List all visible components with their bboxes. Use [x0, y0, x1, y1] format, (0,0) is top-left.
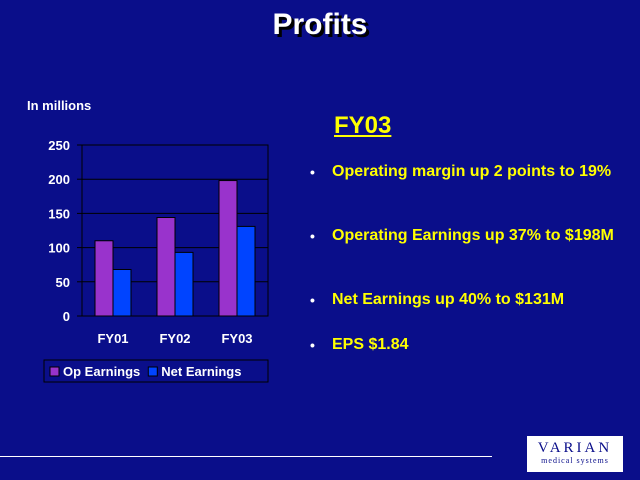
bullet-icon: • [310, 292, 315, 308]
bullet-text: Operating margin up 2 points to 19% [332, 163, 612, 180]
bar [112, 268, 132, 317]
legend-swatch [49, 366, 60, 377]
company-logo: VARIAN medical systems [527, 436, 623, 472]
bullet-item: • Operating Earnings up 37% to $198M [310, 226, 620, 246]
logo-tagline: medical systems [541, 456, 609, 465]
bar [218, 180, 238, 317]
bullet-item: • Net Earnings up 40% to $131M [310, 290, 620, 310]
bar [236, 225, 256, 317]
bullet-icon: • [310, 228, 315, 244]
bullet-text: Net Earnings up 40% to $131M [332, 291, 565, 308]
bullet-item: • Operating margin up 2 points to 19% [310, 162, 620, 182]
x-tick-label: FY01 [97, 331, 128, 346]
bullet-text: EPS $1.84 [332, 336, 409, 353]
bullet-icon: • [310, 337, 315, 353]
x-tick-label: FY03 [221, 331, 252, 346]
legend-swatch [147, 366, 158, 377]
bar [174, 251, 194, 317]
bar [94, 240, 114, 317]
y-tick-label: 250 [48, 138, 70, 153]
earnings-bar-chart: 0 50 100 150 200 250 FY01 FY02 FY03 Op Earnings Ne… [43, 138, 269, 383]
legend-label: Net Earnings [161, 364, 241, 379]
slide-title: Profits [272, 8, 368, 41]
logo-wordmark: VARIAN [537, 440, 613, 456]
y-tick-label: 200 [48, 172, 70, 187]
x-tick-label: FY02 [159, 331, 190, 346]
y-tick-label: 0 [63, 309, 70, 324]
y-tick-label: 50 [56, 275, 70, 290]
bar [156, 217, 176, 317]
footer-divider [0, 456, 492, 457]
section-heading: FY03 [334, 112, 392, 139]
legend-label: Op Earnings [63, 364, 140, 379]
bullet-item: • EPS $1.84 [310, 335, 620, 355]
bullet-icon: • [310, 164, 315, 180]
unit-label: In millions [27, 98, 92, 113]
y-tick-label: 150 [48, 206, 70, 221]
bullet-text: Operating Earnings up 37% to $198M [332, 227, 614, 244]
y-tick-label: 100 [48, 241, 70, 256]
legend-box [43, 359, 269, 383]
